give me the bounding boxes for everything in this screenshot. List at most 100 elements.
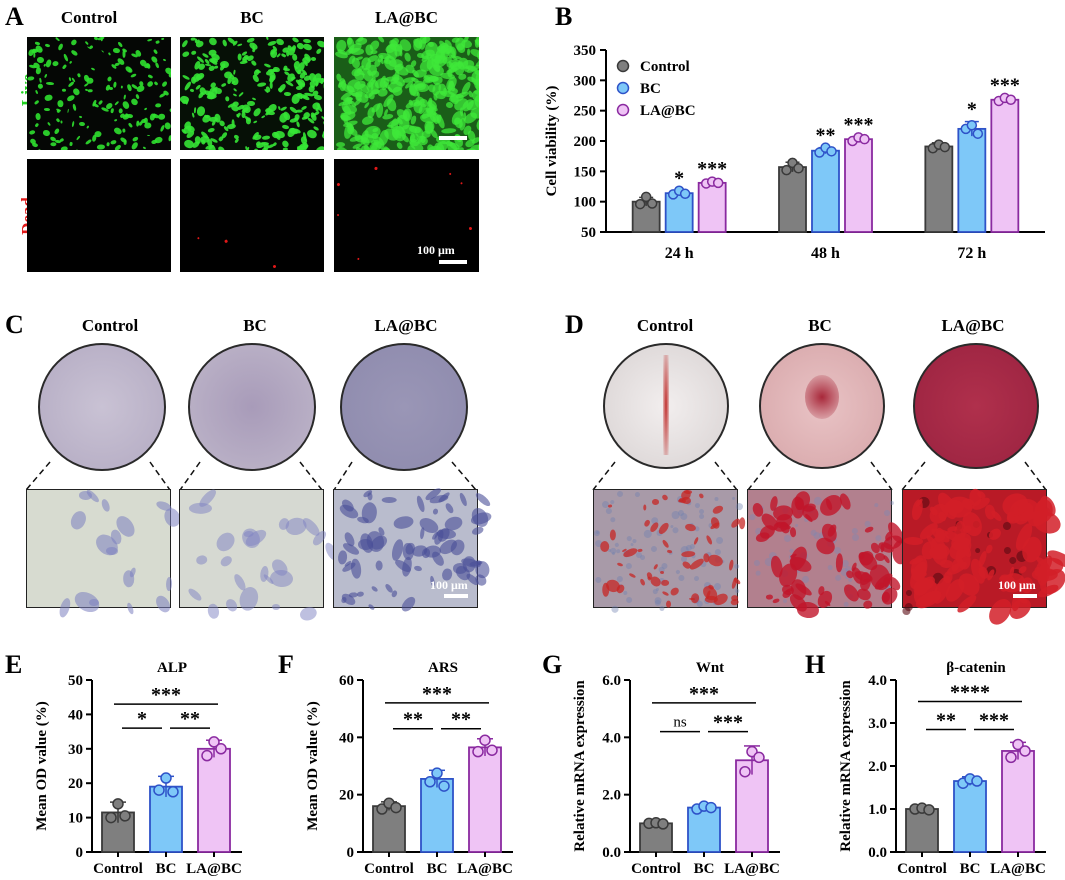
texture-speck — [827, 564, 834, 571]
significance-label: *** — [151, 684, 181, 706]
ars-zoom-labc: 100 μm — [902, 488, 1065, 630]
data-point — [712, 177, 724, 189]
texture-speck — [973, 547, 981, 555]
texture-speck — [738, 517, 746, 530]
texture-speck — [147, 73, 153, 79]
texture-speck — [155, 102, 162, 108]
texture-speck — [246, 100, 255, 106]
texture-speck — [145, 80, 154, 89]
texture-speck — [67, 108, 70, 113]
y-tick-label: 20 — [339, 788, 354, 804]
dead-image-labc: 100 μm — [334, 159, 479, 272]
y-tick-label: 50 — [581, 225, 596, 241]
legend-label: Control — [640, 59, 690, 75]
texture-speck — [638, 578, 646, 587]
texture-speck — [42, 128, 51, 136]
data-point — [1019, 745, 1031, 757]
texture-speck — [634, 490, 642, 498]
alp-dish-bc — [188, 343, 316, 471]
texture-speck — [115, 62, 121, 67]
texture-speck — [37, 82, 44, 90]
significance-label: ** — [816, 125, 836, 147]
texture-speck — [34, 122, 39, 128]
texture-speck — [714, 536, 724, 546]
texture-speck — [462, 112, 467, 121]
texture-speck — [756, 571, 762, 577]
y-tick-label: 3.0 — [868, 716, 887, 732]
y-tick-label: 300 — [574, 73, 597, 89]
texture-speck — [35, 89, 38, 94]
texture-speck — [154, 136, 164, 144]
significance-label: * — [137, 708, 147, 730]
texture-speck — [154, 61, 160, 69]
scale-text: 100 μm — [417, 243, 455, 257]
texture-speck — [35, 113, 41, 121]
data-point — [859, 133, 870, 145]
texture-speck — [207, 37, 219, 47]
texture-speck — [143, 146, 147, 150]
texture-speck — [469, 144, 479, 150]
y-tick-label: 50 — [68, 673, 83, 689]
texture-speck — [67, 509, 89, 532]
texture-speck — [220, 130, 229, 139]
texture-speck — [250, 59, 257, 67]
texture-speck — [661, 590, 670, 597]
texture-speck — [91, 133, 97, 142]
x-tick-label: LA@BC — [457, 861, 513, 877]
texture-speck — [873, 533, 882, 543]
chart-h: β-catenin 0.0 1.0 2.0 3.0 4.0 Relative mRNA ex… — [838, 660, 1046, 877]
texture-speck — [123, 140, 127, 146]
texture-speck — [728, 558, 734, 571]
texture-speck — [410, 114, 418, 125]
texture-speck — [206, 602, 221, 620]
texture-speck — [195, 555, 209, 566]
texture-speck — [63, 53, 69, 62]
texture-speck — [873, 501, 880, 508]
texture-speck — [655, 587, 659, 591]
texture-speck — [475, 38, 479, 47]
texture-speck — [375, 560, 383, 571]
texture-speck — [28, 64, 36, 70]
texture-speck — [316, 39, 324, 49]
dead-image-bc — [180, 159, 324, 272]
texture-speck — [223, 597, 239, 614]
texture-speck — [208, 65, 216, 72]
texture-speck — [138, 80, 144, 87]
texture-speck — [70, 48, 79, 57]
texture-speck — [112, 47, 120, 54]
texture-speck — [370, 585, 380, 594]
texture-speck — [207, 127, 216, 134]
texture-speck — [680, 512, 688, 521]
texture-speck — [275, 37, 286, 47]
texture-speck — [300, 104, 308, 111]
x-tick-label: 72 h — [957, 245, 986, 262]
data-point — [966, 119, 978, 131]
panel-c-col-labc: LA@BC — [374, 316, 438, 335]
data-point — [634, 198, 646, 210]
texture-speck — [213, 528, 239, 555]
texture-speck — [436, 45, 446, 52]
chart-title: ALP — [157, 660, 187, 676]
texture-speck — [47, 121, 52, 127]
x-tick-label: BC — [156, 861, 177, 877]
texture-speck — [241, 112, 246, 119]
texture-speck — [68, 60, 73, 64]
panel-g-label: G — [542, 650, 563, 679]
texture-speck — [144, 62, 152, 71]
texture-speck — [72, 104, 77, 112]
x-tick-label: BC — [960, 861, 981, 877]
texture-speck — [186, 586, 204, 603]
significance-label: *** — [697, 158, 727, 180]
texture-speck — [277, 105, 281, 111]
panel-d-col-bc: BC — [808, 316, 832, 335]
y-tick-label: 1.0 — [868, 802, 887, 818]
texture-speck — [128, 122, 134, 129]
texture-speck — [121, 50, 126, 58]
texture-speck — [684, 522, 697, 532]
significance-label: *** — [689, 683, 719, 705]
texture-speck — [350, 47, 364, 55]
y-tick-label: 60 — [339, 673, 354, 689]
texture-speck — [692, 574, 700, 582]
texture-speck — [313, 94, 323, 101]
texture-speck — [131, 135, 139, 143]
